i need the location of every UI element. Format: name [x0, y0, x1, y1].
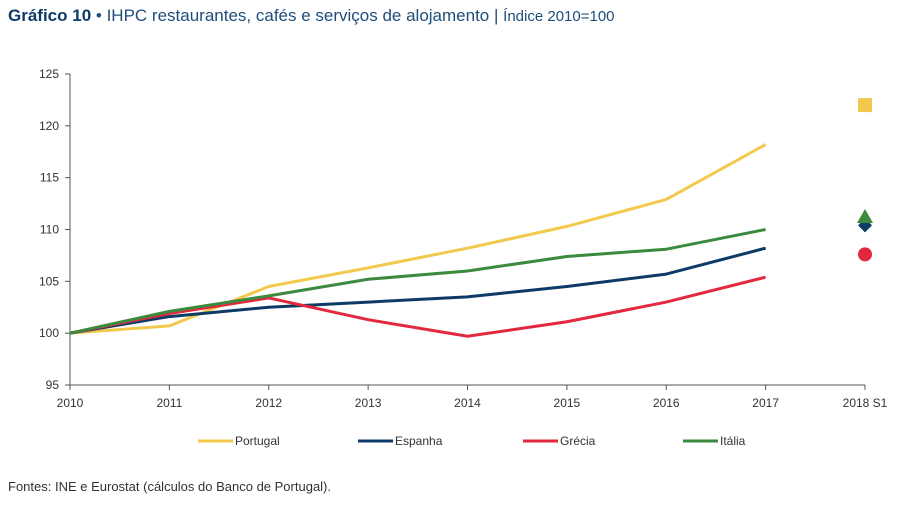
y-tick-label: 110	[40, 223, 59, 237]
y-tick-label: 95	[46, 378, 60, 392]
line-chart: 95 100 105 110 115 120 125 2010 2011 2012 2013 2014…	[39, 67, 888, 448]
series-markers	[857, 98, 873, 262]
marker-grécia	[858, 247, 872, 262]
x-tick-label: 2016	[653, 396, 680, 410]
series-line-grécia	[69, 275, 766, 338]
legend-label-grécia: Grécia	[560, 434, 596, 448]
marker-portugal	[858, 98, 872, 113]
source-note: Fontes: INE e Eurostat (cálculos do Banc…	[8, 479, 332, 494]
legend-label-portugal: Portugal	[235, 434, 280, 448]
x-tick-label: 2018 S1	[843, 396, 888, 410]
y-tick-label: 125	[39, 67, 59, 81]
x-tick-label: 2011	[156, 396, 182, 410]
legend-label-espanha: Espanha	[395, 434, 443, 448]
series-line-itália	[69, 228, 766, 335]
y-tick-label: 105	[39, 274, 59, 288]
x-tick-label: 2012	[255, 396, 282, 410]
chart-title: Gráfico 10 • IHPC restaurantes, cafés e …	[8, 6, 615, 26]
x-tick-label: 2017	[752, 396, 779, 410]
chart-number: Gráfico 10	[8, 6, 92, 25]
axes: 95 100 105 110 115 120 125 2010 2011 2012 2013 2014…	[39, 67, 888, 410]
title-text: IHPC restaurantes, cafés e serviços de a…	[106, 6, 490, 25]
series-line-portugal	[69, 143, 767, 335]
title-separator: |	[494, 6, 499, 25]
x-tick-label: 2013	[355, 396, 382, 410]
title-bullet: •	[95, 6, 102, 25]
x-tick-label: 2015	[554, 396, 581, 410]
x-tick-label: 2010	[57, 396, 84, 410]
y-tick-label: 120	[39, 119, 59, 133]
chart-subtitle: Índice 2010=100	[503, 8, 615, 25]
y-tick-label: 115	[40, 171, 59, 185]
legend-label-itália: Itália	[720, 434, 746, 448]
y-tick-label: 100	[39, 326, 59, 340]
series-line-espanha	[69, 246, 767, 335]
x-tick-label: 2014	[454, 396, 481, 410]
legend: Portugal Espanha Grécia Itália	[198, 434, 746, 448]
marker-itália	[857, 209, 873, 224]
series-lines	[69, 143, 767, 338]
